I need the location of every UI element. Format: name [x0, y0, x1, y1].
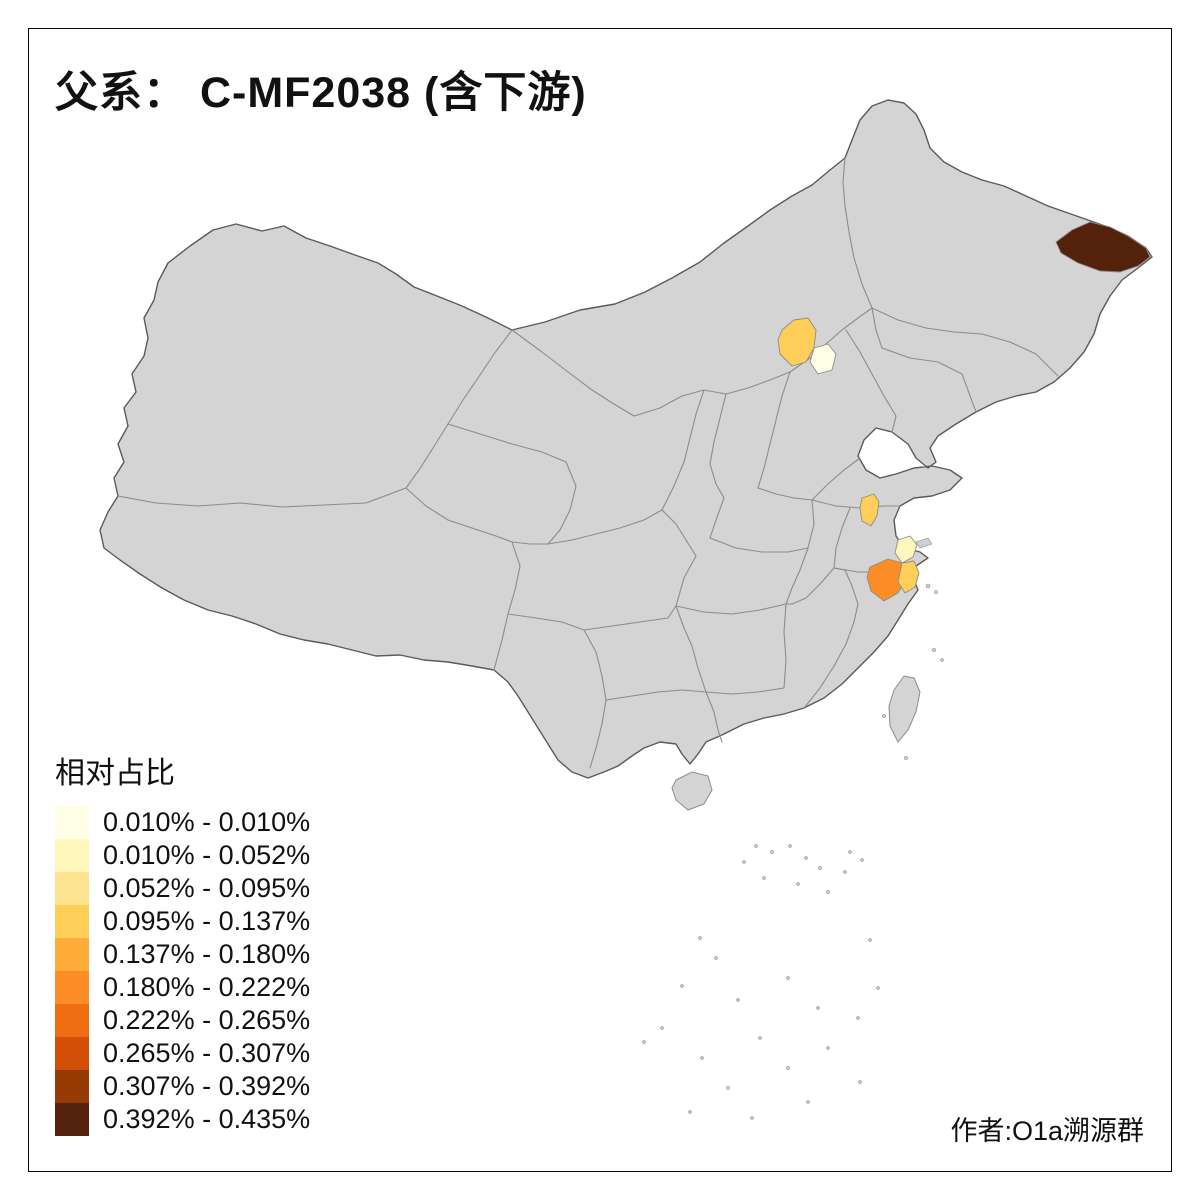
legend: 相对占比 0.010% - 0.010% 0.010% - 0.052% 0.052…	[55, 748, 310, 1136]
highlighted-regions	[777, 221, 1151, 602]
legend-row: 0.010% - 0.010%	[55, 806, 310, 839]
south-china-sea-islands	[642, 844, 880, 1120]
china-mainland-outline	[99, 99, 1153, 779]
legend-class-label: 0.265% - 0.307%	[103, 1038, 311, 1068]
attribution-text: 作者:O1a溯源群	[950, 1116, 1144, 1146]
legend-row: 0.222% - 0.265%	[55, 1004, 310, 1037]
mainland	[99, 99, 1153, 779]
legend-swatch	[55, 1103, 89, 1136]
legend-swatch	[55, 806, 89, 839]
legend-row: 0.095% - 0.137%	[55, 905, 310, 938]
legend-rows: 0.010% - 0.010% 0.010% - 0.052% 0.052% - 0…	[55, 806, 310, 1136]
legend-swatch	[55, 839, 89, 872]
legend-title: 相对占比	[55, 757, 175, 790]
legend-row: 0.307% - 0.392%	[55, 1070, 310, 1103]
coastal-islets	[882, 537, 944, 760]
legend-swatch	[55, 1070, 89, 1103]
region-jiangsu-patch	[859, 493, 880, 527]
legend-class-label: 0.052% - 0.095%	[103, 873, 311, 903]
legend-class-label: 0.392% - 0.435%	[103, 1104, 311, 1134]
region-shanghai-pale	[894, 535, 918, 564]
legend-class-label: 0.010% - 0.052%	[103, 840, 311, 870]
hainan-island	[671, 771, 713, 811]
region-zhejiang-orange	[866, 558, 907, 602]
legend-row: 0.180% - 0.222%	[55, 971, 310, 1004]
legend-swatch	[55, 1037, 89, 1070]
legend-class-label: 0.010% - 0.010%	[103, 807, 311, 837]
legend-class-label: 0.095% - 0.137%	[103, 906, 311, 936]
region-beijing-east-pale	[809, 343, 837, 375]
legend-row: 0.265% - 0.307%	[55, 1037, 310, 1070]
legend-swatch	[55, 1004, 89, 1037]
legend-row: 0.010% - 0.052%	[55, 839, 310, 872]
figure-title: 父系： C-MF2038 (含下游)	[55, 69, 587, 117]
legend-swatch	[55, 872, 89, 905]
legend-class-label: 0.222% - 0.265%	[103, 1005, 311, 1035]
legend-swatch	[55, 971, 89, 1004]
legend-class-label: 0.180% - 0.222%	[103, 972, 311, 1002]
region-zhejiang-coast-amber	[897, 560, 920, 594]
legend-row: 0.137% - 0.180%	[55, 938, 310, 971]
taiwan-island	[888, 675, 921, 743]
legend-swatch	[55, 905, 89, 938]
region-northeast-dark	[1055, 221, 1151, 273]
legend-row: 0.392% - 0.435%	[55, 1103, 310, 1136]
region-beijing-area	[777, 317, 817, 367]
legend-row: 0.052% - 0.095%	[55, 872, 310, 905]
legend-class-label: 0.137% - 0.180%	[103, 939, 311, 969]
legend-swatch	[55, 938, 89, 971]
legend-class-label: 0.307% - 0.392%	[103, 1071, 311, 1101]
